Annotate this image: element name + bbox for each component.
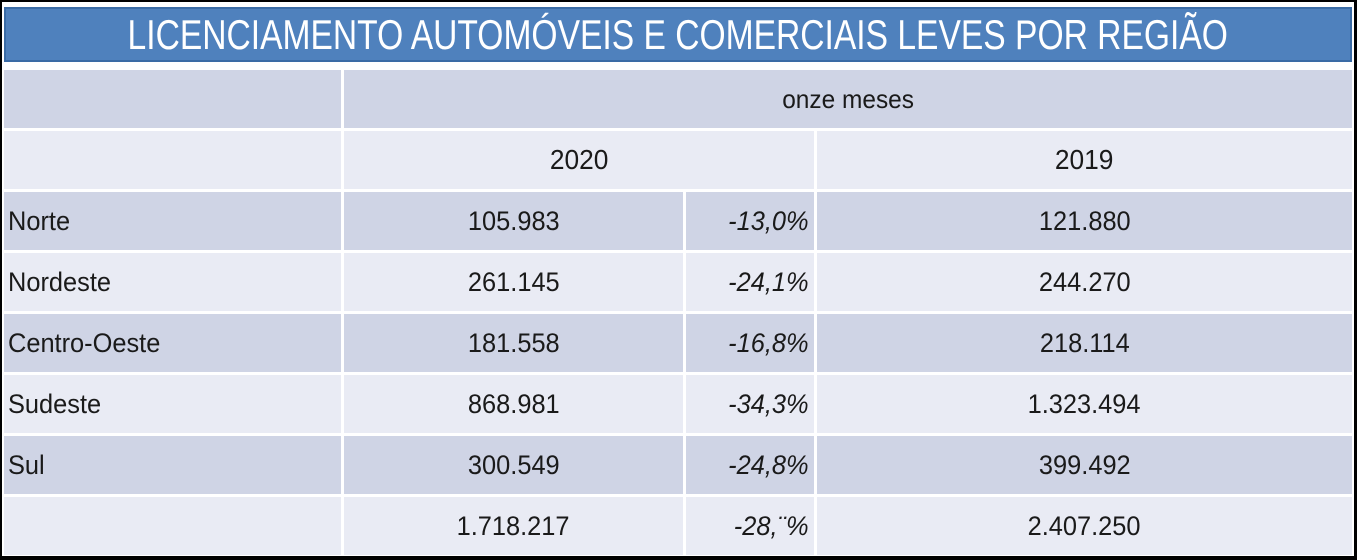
value-2019-cell: 218.114: [817, 314, 1352, 372]
value-2020-cell: 868.981: [344, 375, 683, 433]
value-2020-cell: 181.558: [344, 314, 683, 372]
value-2019-cell: 399.492: [817, 436, 1352, 494]
value-2019: 121.880: [1038, 205, 1131, 236]
total-value-2019-cell: 2.407.250: [817, 497, 1352, 555]
data-table: onze meses 2020 2019 Norte 105.983 -13,0…: [4, 70, 1352, 555]
total-variation-value: -28,¨%: [734, 510, 809, 541]
value-2019-cell: 121.880: [817, 192, 1352, 250]
region-label: Sudeste: [8, 388, 102, 419]
region-cell: Sudeste: [4, 375, 341, 433]
variation-value: -34,3%: [728, 388, 809, 419]
value-2020: 300.549: [467, 449, 560, 480]
period-header-label: onze meses: [782, 83, 914, 114]
region-label: Nordeste: [8, 266, 111, 297]
variation-cell: -34,3%: [686, 375, 814, 433]
region-cell: Nordeste: [4, 253, 341, 311]
value-2020: 105.983: [467, 205, 560, 236]
region-label: Sul: [8, 449, 45, 480]
value-2020: 868.981: [467, 388, 560, 419]
title-bar: LICENCIAMENTO AUTOMÓVEIS E COMERCIAIS LE…: [4, 7, 1352, 62]
region-label: Norte: [8, 205, 71, 236]
variation-value: -24,1%: [728, 266, 809, 297]
variation-cell: -24,1%: [686, 253, 814, 311]
value-2020-cell: 261.145: [344, 253, 683, 311]
year-2019-header-cell: 2019: [817, 131, 1352, 189]
page-title: LICENCIAMENTO AUTOMÓVEIS E COMERCIAIS LE…: [127, 10, 1229, 58]
value-2019: 399.492: [1038, 449, 1131, 480]
total-variation-cell: -28,¨%: [686, 497, 814, 555]
value-2019: 244.270: [1038, 266, 1131, 297]
total-value-2020: 1.718.217: [457, 510, 570, 541]
value-2019-cell: 1.323.494: [817, 375, 1352, 433]
value-2020-cell: 300.549: [344, 436, 683, 494]
value-2019: 1.323.494: [1028, 388, 1141, 419]
region-cell: Sul: [4, 436, 341, 494]
variation-cell: -16,8%: [686, 314, 814, 372]
value-2020-cell: 105.983: [344, 192, 683, 250]
variation-cell: -13,0%: [686, 192, 814, 250]
value-2019-cell: 244.270: [817, 253, 1352, 311]
period-header-cell: onze meses: [344, 70, 1352, 128]
year-2020-label: 2020: [549, 144, 609, 175]
region-cell: Norte: [4, 192, 341, 250]
year-2020-header-cell: 2020: [344, 131, 814, 189]
value-2019: 218.114: [1039, 327, 1130, 358]
variation-cell: -24,8%: [686, 436, 814, 494]
variation-value: -16,8%: [728, 327, 809, 358]
corner-blank-cell: [4, 70, 341, 128]
value-2020: 181.558: [467, 327, 560, 358]
variation-value: -24,8%: [728, 449, 809, 480]
total-blank-cell: [4, 497, 341, 555]
region-cell: Centro-Oeste: [4, 314, 341, 372]
value-2020: 261.145: [467, 266, 560, 297]
total-value-2020-cell: 1.718.217: [344, 497, 683, 555]
total-value-2019: 2.407.250: [1028, 510, 1141, 541]
year-2019-label: 2019: [1055, 144, 1114, 175]
header-blank-cell: [4, 131, 341, 189]
region-label: Centro-Oeste: [8, 327, 161, 358]
variation-value: -13,0%: [728, 205, 809, 236]
